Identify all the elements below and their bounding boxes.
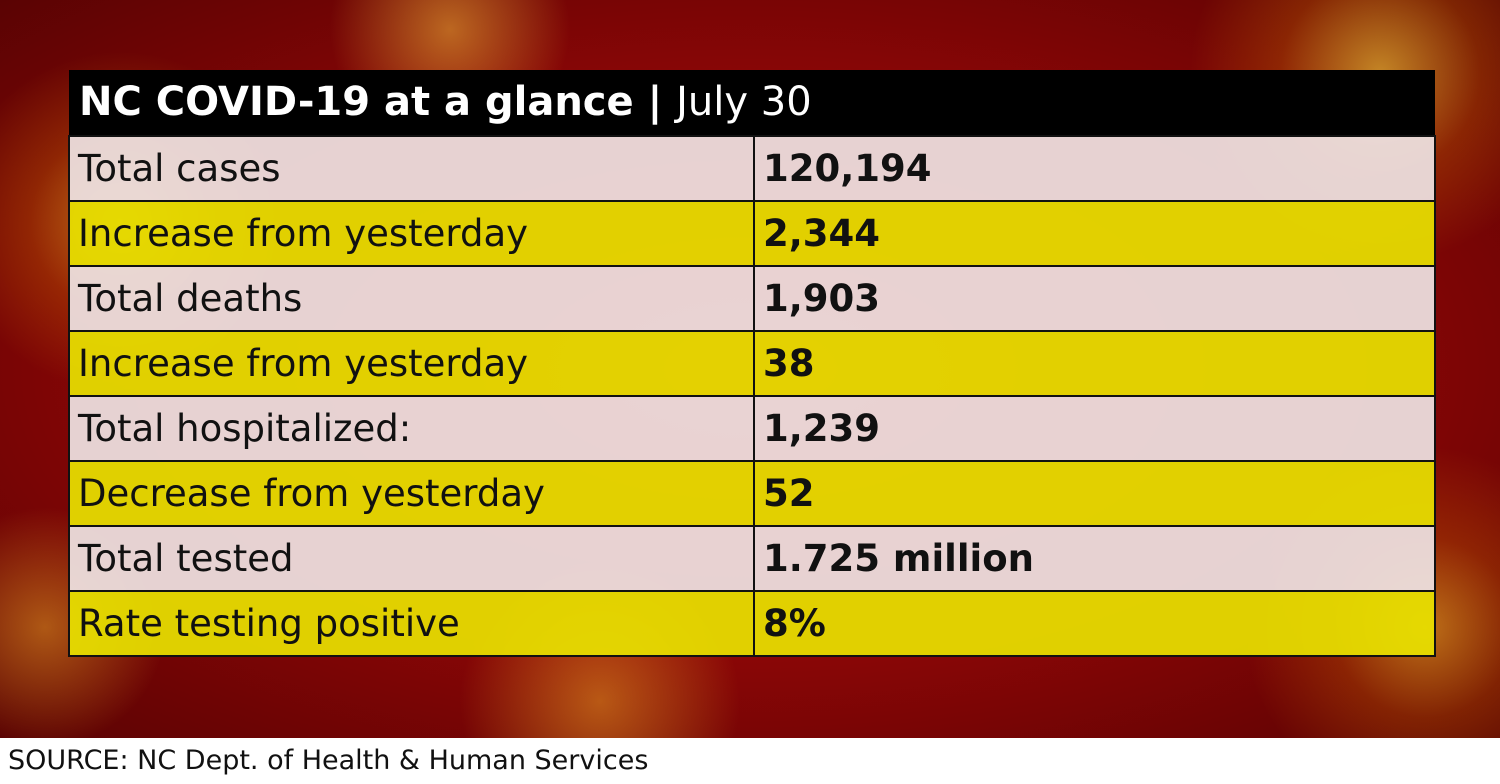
separator: | — [647, 79, 663, 125]
row-label: Increase from yesterday — [68, 200, 755, 267]
table-row: Increase from yesterday 2,344 — [68, 200, 1436, 267]
source: SOURCE: NC Dept. of Health & Human Servi… — [8, 745, 649, 776]
table-row: Total tested 1.725 million — [68, 525, 1436, 592]
row-value: 1,239 — [753, 395, 1436, 462]
title: NC COVID-19 at a glance — [79, 79, 634, 125]
row-label: Decrease from yesterday — [68, 460, 755, 527]
row-value: 1.725 million — [753, 525, 1436, 592]
row-label: Rate testing positive — [68, 590, 755, 657]
row-value: 38 — [753, 330, 1436, 397]
row-label: Total hospitalized: — [68, 395, 755, 462]
row-value: 2,344 — [753, 200, 1436, 267]
date: July 30 — [676, 79, 812, 125]
stats-table: NC COVID-19 at a glance | July 30 Total … — [68, 70, 1436, 657]
row-label: Increase from yesterday — [68, 330, 755, 397]
row-value: 1,903 — [753, 265, 1436, 332]
table-row: Total hospitalized: 1,239 — [68, 395, 1436, 462]
row-label: Total deaths — [68, 265, 755, 332]
table-body: Total cases 120,194 Increase from yesterda… — [68, 135, 1436, 657]
table-row: Decrease from yesterday 52 — [68, 460, 1436, 527]
row-value: 8% — [753, 590, 1436, 657]
row-value: 120,194 — [753, 135, 1436, 202]
table-row: Total cases 120,194 — [68, 135, 1436, 202]
header: NC COVID-19 at a glance | July 30 — [69, 70, 1435, 136]
row-value: 52 — [753, 460, 1436, 527]
row-label: Total tested — [68, 525, 755, 592]
row-label: Total cases — [68, 135, 755, 202]
table-row: Increase from yesterday 38 — [68, 330, 1436, 397]
table-row: Total deaths 1,903 — [68, 265, 1436, 332]
table-row: Rate testing positive 8% — [68, 590, 1436, 657]
